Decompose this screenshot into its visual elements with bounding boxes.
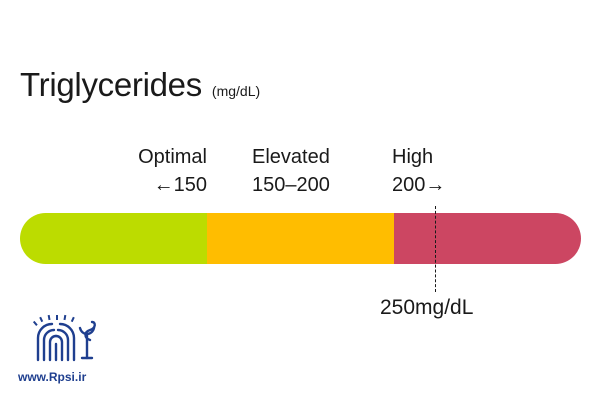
website-link[interactable]: www.Rpsi.ir bbox=[18, 370, 87, 384]
title-row: Triglycerides (mg/dL) bbox=[20, 66, 260, 104]
range-label-high: High 200→ bbox=[392, 143, 445, 199]
segment-high bbox=[394, 213, 581, 264]
range-label-optimal: Optimal ←150 bbox=[138, 143, 207, 199]
page-title: Triglycerides bbox=[20, 66, 202, 103]
segment-elevated bbox=[207, 213, 394, 264]
range-value-high: 200→ bbox=[392, 174, 446, 196]
range-name-high: High bbox=[392, 146, 434, 168]
range-label-elevated: Elevated 150–200 bbox=[252, 143, 330, 199]
unit-label: (mg/dL) bbox=[211, 83, 261, 99]
range-value-optimal: ←150 bbox=[153, 174, 207, 196]
value-marker-label: 250mg/dL bbox=[380, 296, 474, 319]
segment-optimal bbox=[20, 213, 207, 264]
range-bar bbox=[20, 213, 581, 264]
range-name-optimal: Optimal bbox=[138, 146, 207, 168]
rpsi-logo-icon bbox=[32, 314, 96, 362]
range-value-elevated: 150–200 bbox=[252, 174, 330, 196]
value-marker-line bbox=[435, 206, 436, 292]
range-name-elevated: Elevated bbox=[252, 146, 330, 168]
